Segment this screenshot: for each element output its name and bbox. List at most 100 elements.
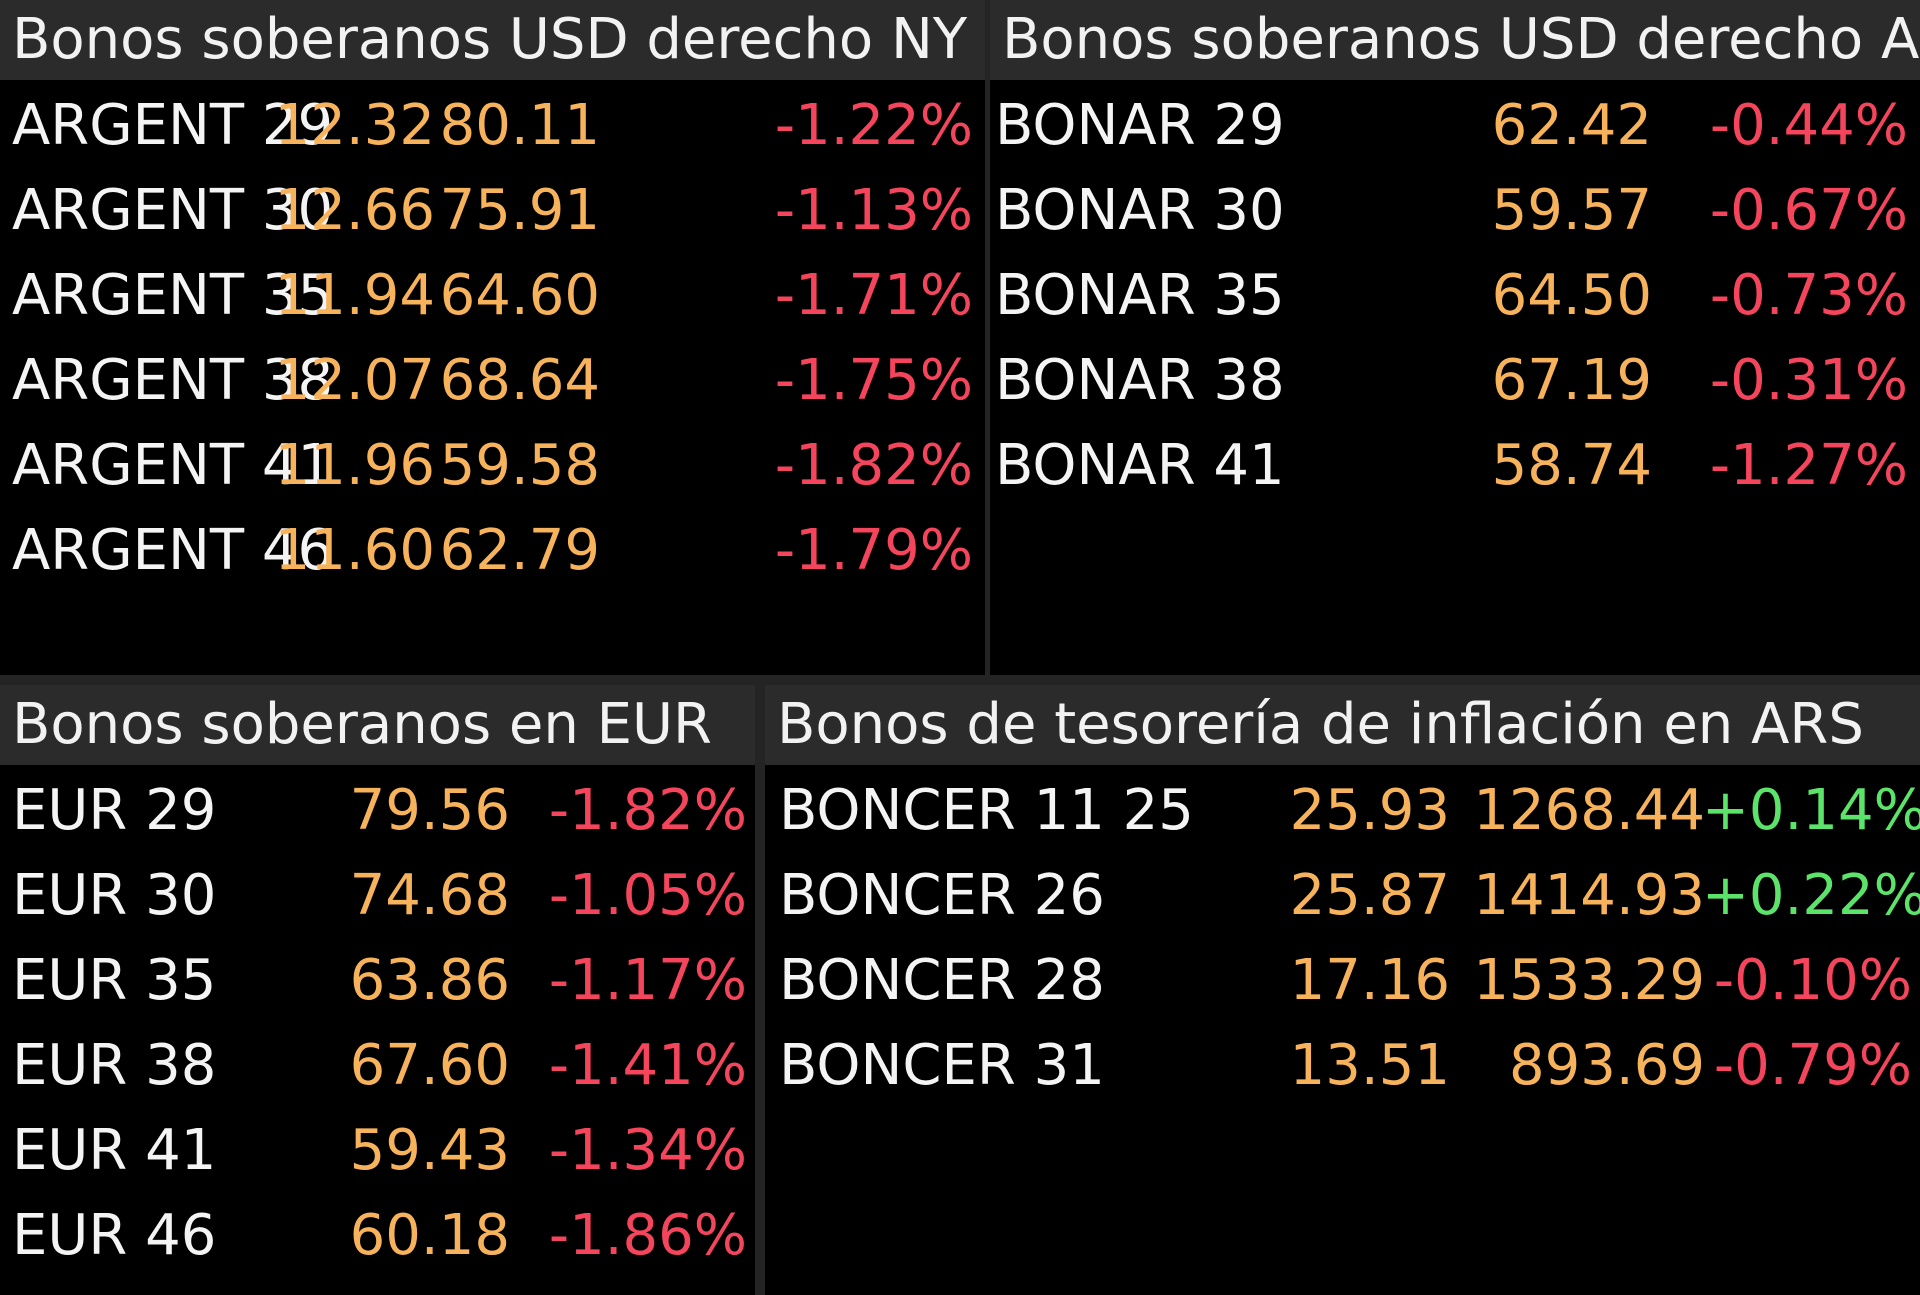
bond-price: 67.60: [349, 1033, 510, 1098]
bond-name: BONCER 11 25: [779, 778, 1194, 843]
bond-row[interactable]: ARGENT 41 11.96 59.58 -1.82%: [0, 426, 985, 506]
bond-price: 1414.93: [1473, 863, 1705, 928]
bond-name: BONAR 29: [995, 93, 1285, 158]
bond-price: 75.91: [439, 178, 600, 243]
bond-row[interactable]: EUR 29 79.56 -1.82%: [0, 771, 755, 851]
bond-price: 62.79: [439, 518, 600, 583]
bond-change: -1.79%: [774, 518, 973, 583]
bond-yield: 13.51: [1289, 1033, 1450, 1098]
bond-price: 58.74: [1491, 433, 1652, 498]
panel-title: Bonos soberanos en EUR: [0, 685, 755, 765]
bond-yield: 11.96: [274, 433, 435, 498]
bond-row[interactable]: EUR 30 74.68 -1.05%: [0, 856, 755, 936]
bond-row[interactable]: ARGENT 46 11.60 62.79 -1.79%: [0, 511, 985, 591]
bond-price: 1533.29: [1473, 948, 1705, 1013]
panel-usd-ny: Bonos soberanos USD derecho NY ARGENT 29…: [0, 0, 985, 675]
bond-row[interactable]: ARGENT 29 12.32 80.11 -1.22%: [0, 86, 985, 166]
bond-name: ARGENT 38: [12, 348, 334, 413]
bond-price: 60.18: [349, 1203, 510, 1268]
bond-name: EUR 35: [12, 948, 217, 1013]
bond-price: 1268.44: [1473, 778, 1705, 843]
bond-row[interactable]: ARGENT 38 12.07 68.64 -1.75%: [0, 341, 985, 421]
bond-price: 80.11: [439, 93, 600, 158]
bond-row[interactable]: EUR 35 63.86 -1.17%: [0, 941, 755, 1021]
bond-change: -0.79%: [1713, 1033, 1912, 1098]
bond-name: EUR 46: [12, 1203, 217, 1268]
bond-price: 74.68: [349, 863, 510, 928]
bond-change: -1.17%: [548, 948, 747, 1013]
bond-row[interactable]: BONAR 38 67.19 -0.31%: [990, 341, 1920, 421]
bond-change: -0.31%: [1709, 348, 1908, 413]
bond-name: EUR 38: [12, 1033, 217, 1098]
bond-name: BONCER 31: [779, 1033, 1105, 1098]
panel-eur: Bonos soberanos en EUR EUR 29 79.56 -1.82%…: [0, 685, 755, 1295]
bond-row[interactable]: BONCER 11 25 25.93 1268.44 +0.14%: [765, 771, 1920, 851]
bond-change: -1.13%: [774, 178, 973, 243]
bond-row[interactable]: EUR 41 59.43 -1.34%: [0, 1111, 755, 1191]
bond-name: ARGENT 30: [12, 178, 334, 243]
bond-change: -0.67%: [1709, 178, 1908, 243]
bond-change: -1.22%: [774, 93, 973, 158]
bond-change: -1.75%: [774, 348, 973, 413]
bond-name: EUR 41: [12, 1118, 217, 1183]
bond-price: 64.60: [439, 263, 600, 328]
bond-name: ARGENT 29: [12, 93, 334, 158]
bond-price: 67.19: [1491, 348, 1652, 413]
bond-row[interactable]: ARGENT 35 11.94 64.60 -1.71%: [0, 256, 985, 336]
bond-price: 62.42: [1491, 93, 1652, 158]
bond-change: -0.44%: [1709, 93, 1908, 158]
bond-row[interactable]: BONCER 26 25.87 1414.93 +0.22%: [765, 856, 1920, 936]
bond-yield: 11.60: [274, 518, 435, 583]
bond-name: BONAR 41: [995, 433, 1285, 498]
bond-yield: 17.16: [1289, 948, 1450, 1013]
bond-yield: 11.94: [274, 263, 435, 328]
bond-name: BONCER 28: [779, 948, 1105, 1013]
bond-change: -1.86%: [548, 1203, 747, 1268]
bond-name: ARGENT 35: [12, 263, 334, 328]
bond-name: EUR 30: [12, 863, 217, 928]
bond-price: 893.69: [1509, 1033, 1705, 1098]
bond-change: -0.10%: [1713, 948, 1912, 1013]
bond-price: 64.50: [1491, 263, 1652, 328]
panel-title: Bonos soberanos USD derecho A: [990, 0, 1920, 80]
bond-change: -1.27%: [1709, 433, 1908, 498]
bond-name: BONAR 30: [995, 178, 1285, 243]
bond-name: ARGENT 46: [12, 518, 334, 583]
bond-name: BONAR 38: [995, 348, 1285, 413]
bond-price: 63.86: [349, 948, 510, 1013]
bond-row[interactable]: ARGENT 30 12.66 75.91 -1.13%: [0, 171, 985, 251]
bond-name: ARGENT 41: [12, 433, 334, 498]
bond-yield: 25.93: [1289, 778, 1450, 843]
panel-title: Bonos de tesorería de inflación en ARS: [765, 685, 1920, 765]
panel-ars-inflation: Bonos de tesorería de inflación en ARS B…: [765, 685, 1920, 1295]
bond-price: 68.64: [439, 348, 600, 413]
bond-yield: 12.66: [274, 178, 435, 243]
bond-price: 59.57: [1491, 178, 1652, 243]
bond-row[interactable]: BONAR 30 59.57 -0.67%: [990, 171, 1920, 251]
bond-change: -1.82%: [548, 778, 747, 843]
bond-row[interactable]: EUR 38 67.60 -1.41%: [0, 1026, 755, 1106]
bond-row[interactable]: BONAR 29 62.42 -0.44%: [990, 86, 1920, 166]
bond-name: EUR 29: [12, 778, 217, 843]
bond-row[interactable]: BONCER 31 13.51 893.69 -0.79%: [765, 1026, 1920, 1106]
bond-change: -0.73%: [1709, 263, 1908, 328]
bond-yield: 25.87: [1289, 863, 1450, 928]
bond-price: 59.43: [349, 1118, 510, 1183]
bond-change: -1.41%: [548, 1033, 747, 1098]
bond-price: 79.56: [349, 778, 510, 843]
bond-change: -1.71%: [774, 263, 973, 328]
bond-change: -1.82%: [774, 433, 973, 498]
panel-usd-ar: Bonos soberanos USD derecho A BONAR 29 62…: [990, 0, 1920, 675]
bond-name: BONAR 35: [995, 263, 1285, 328]
bond-row[interactable]: BONAR 41 58.74 -1.27%: [990, 426, 1920, 506]
panel-title: Bonos soberanos USD derecho NY: [0, 0, 985, 80]
bond-yield: 12.07: [274, 348, 435, 413]
bond-name: BONCER 26: [779, 863, 1105, 928]
bond-row[interactable]: BONAR 35 64.50 -0.73%: [990, 256, 1920, 336]
bond-row[interactable]: BONCER 28 17.16 1533.29 -0.10%: [765, 941, 1920, 1021]
bond-change: -1.05%: [548, 863, 747, 928]
bond-yield: 12.32: [274, 93, 435, 158]
bond-row[interactable]: EUR 46 60.18 -1.86%: [0, 1196, 755, 1276]
bond-change: -1.34%: [548, 1118, 747, 1183]
bond-change: +0.22%: [1702, 863, 1920, 928]
